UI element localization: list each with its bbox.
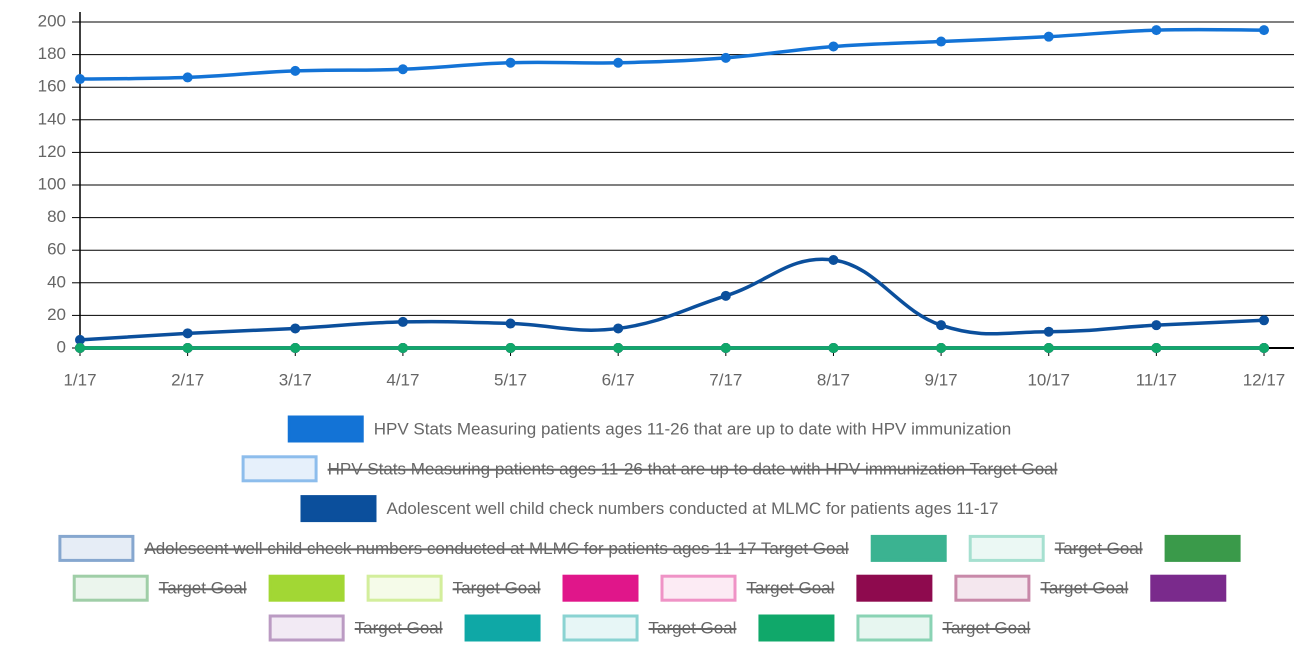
y-tick-label: 20 [47, 305, 66, 324]
legend-swatch [268, 614, 345, 642]
legend-swatch [1164, 534, 1241, 562]
data-point [397, 343, 408, 353]
legend-label: Adolescent well child check numbers cond… [386, 499, 998, 518]
data-point [720, 52, 731, 63]
legend-swatch [58, 534, 135, 562]
data-point [75, 343, 85, 353]
data-point [1151, 320, 1162, 331]
legend-label: HPV Stats Measuring patients ages 11-26 … [328, 459, 1058, 478]
y-tick-label: 120 [38, 142, 66, 161]
y-tick-label: 140 [38, 109, 66, 128]
data-point [720, 343, 731, 353]
data-point [397, 316, 408, 327]
data-point [1043, 343, 1054, 353]
data-point [936, 320, 947, 331]
legend-swatch [968, 534, 1045, 562]
data-point [613, 343, 624, 353]
data-point [505, 343, 516, 353]
x-tick-label: 12/17 [1243, 370, 1286, 389]
data-point [505, 318, 516, 329]
data-point [1151, 25, 1162, 36]
legend-swatch [562, 614, 639, 642]
legend-label: Adolescent well child check numbers cond… [144, 539, 848, 558]
legend-swatch [758, 614, 835, 642]
data-point [75, 74, 85, 85]
data-point [290, 65, 301, 76]
data-point [1043, 326, 1054, 337]
y-tick-label: 100 [38, 174, 66, 193]
legend-swatch [870, 534, 947, 562]
legend-swatch [300, 495, 377, 523]
legend-label: Target Goal [649, 618, 737, 637]
legend-swatch [856, 614, 933, 642]
y-tick-label: 0 [57, 337, 66, 356]
legend-swatch [366, 574, 443, 602]
x-tick-label: 6/17 [602, 370, 635, 389]
data-point [290, 323, 301, 334]
legend-label: Target Goal [747, 579, 835, 598]
x-tick-label: 8/17 [817, 370, 850, 389]
legend-swatch [856, 574, 933, 602]
y-tick-label: 40 [47, 272, 66, 291]
legend-swatch [660, 574, 737, 602]
y-tick-label: 200 [38, 11, 66, 30]
data-point [828, 343, 839, 353]
legend-swatch [464, 614, 541, 642]
legend-swatch [954, 574, 1031, 602]
data-point [75, 334, 85, 345]
y-tick-label: 80 [47, 207, 66, 226]
y-tick-label: 60 [47, 240, 66, 259]
series-line [79, 27, 1265, 81]
data-point [936, 36, 947, 47]
x-tick-label: 10/17 [1027, 370, 1070, 389]
data-point [613, 57, 624, 68]
x-tick-label: 4/17 [386, 370, 419, 389]
legend-label: Target Goal [355, 618, 443, 637]
data-point [936, 343, 947, 353]
legend-label: Target Goal [159, 579, 247, 598]
data-point [290, 343, 301, 353]
legend-swatch [562, 574, 639, 602]
legend-swatch [241, 455, 318, 483]
data-point [1259, 25, 1269, 36]
data-point [505, 57, 516, 68]
legend-swatch [287, 415, 364, 443]
data-point [613, 323, 624, 334]
legend-label: Target Goal [1055, 539, 1143, 558]
legend-label: HPV Stats Measuring patients ages 11-26 … [374, 419, 1012, 438]
data-point [1043, 31, 1054, 42]
data-point [720, 290, 731, 301]
x-tick-label: 2/17 [171, 370, 204, 389]
series-line [79, 257, 1265, 342]
legend-swatch [1150, 574, 1227, 602]
legend-label: Target Goal [942, 618, 1030, 637]
y-tick-label: 160 [38, 77, 66, 96]
x-tick-label: 7/17 [709, 370, 742, 389]
data-point [1259, 315, 1269, 326]
data-point [397, 64, 408, 75]
data-point [182, 72, 193, 83]
y-tick-label: 180 [38, 44, 66, 63]
x-tick-label: 3/17 [279, 370, 312, 389]
legend-label: Target Goal [1040, 579, 1128, 598]
x-tick-label: 1/17 [63, 370, 96, 389]
legend-swatch [268, 574, 345, 602]
data-point [828, 41, 839, 52]
data-point [182, 343, 193, 353]
data-point [828, 254, 839, 265]
legend-swatch [72, 574, 149, 602]
legend-label: Target Goal [453, 579, 541, 598]
x-tick-label: 9/17 [925, 370, 958, 389]
data-point [182, 328, 193, 339]
x-tick-label: 11/17 [1136, 370, 1177, 389]
data-point [1259, 343, 1269, 353]
x-tick-label: 5/17 [494, 370, 527, 389]
data-point [1151, 343, 1162, 353]
